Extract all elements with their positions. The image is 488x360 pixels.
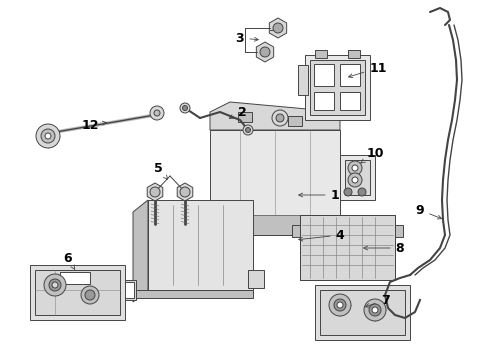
Circle shape [275,114,284,122]
Circle shape [36,124,60,148]
Bar [209,215,339,235]
Polygon shape [133,200,148,302]
Polygon shape [269,18,286,38]
Polygon shape [209,102,339,130]
Circle shape [368,304,380,316]
Bar [313,92,333,110]
Bar [339,64,359,86]
Bar [314,50,326,58]
Bar [209,130,339,235]
Circle shape [52,282,58,288]
Polygon shape [256,42,273,62]
Circle shape [328,294,350,316]
Circle shape [81,286,99,304]
Circle shape [271,110,287,126]
Circle shape [245,127,250,132]
Circle shape [260,47,269,57]
Circle shape [343,188,351,196]
Circle shape [85,290,95,300]
Bar [339,92,359,110]
Circle shape [363,299,385,321]
Polygon shape [147,183,163,201]
Bar [345,160,369,195]
Bar [118,280,136,300]
Text: 8: 8 [363,242,404,255]
Circle shape [41,129,55,143]
Circle shape [182,105,187,111]
Circle shape [44,274,66,296]
Text: 5: 5 [153,162,167,179]
Bar [309,60,364,115]
Bar [313,64,333,86]
Circle shape [150,106,163,120]
Circle shape [45,133,51,139]
Bar [314,285,409,340]
Bar [148,200,252,290]
Circle shape [49,279,61,291]
Bar [299,215,394,280]
Polygon shape [238,112,251,122]
Circle shape [357,188,365,196]
Text: 9: 9 [415,203,441,219]
Circle shape [243,125,252,135]
Circle shape [180,103,190,113]
Bar [133,290,252,298]
Text: 7: 7 [365,293,388,307]
Circle shape [180,187,190,197]
Circle shape [336,302,342,308]
Circle shape [150,187,160,197]
Circle shape [371,307,377,313]
Bar [291,225,299,237]
Bar [60,272,90,284]
Bar [297,65,307,95]
Bar [35,270,120,315]
Circle shape [347,161,361,175]
Text: 2: 2 [229,105,246,118]
Bar [339,155,374,200]
Circle shape [272,23,283,33]
Circle shape [333,299,346,311]
Bar [30,265,125,320]
Bar [347,50,359,58]
Text: 11: 11 [348,62,386,78]
Circle shape [347,173,361,187]
Text: 4: 4 [298,229,344,242]
Circle shape [351,177,357,183]
Circle shape [351,165,357,171]
Bar [394,225,402,237]
Text: 3: 3 [235,32,258,45]
Text: 12: 12 [81,118,106,131]
Polygon shape [287,116,302,126]
Bar [305,55,369,120]
Bar [299,215,394,280]
Bar [120,282,134,298]
Circle shape [154,110,160,116]
Text: 10: 10 [360,147,383,163]
Text: 1: 1 [298,189,339,202]
Bar [247,270,264,288]
Bar [319,290,404,335]
Polygon shape [177,183,192,201]
Text: 6: 6 [63,252,75,270]
